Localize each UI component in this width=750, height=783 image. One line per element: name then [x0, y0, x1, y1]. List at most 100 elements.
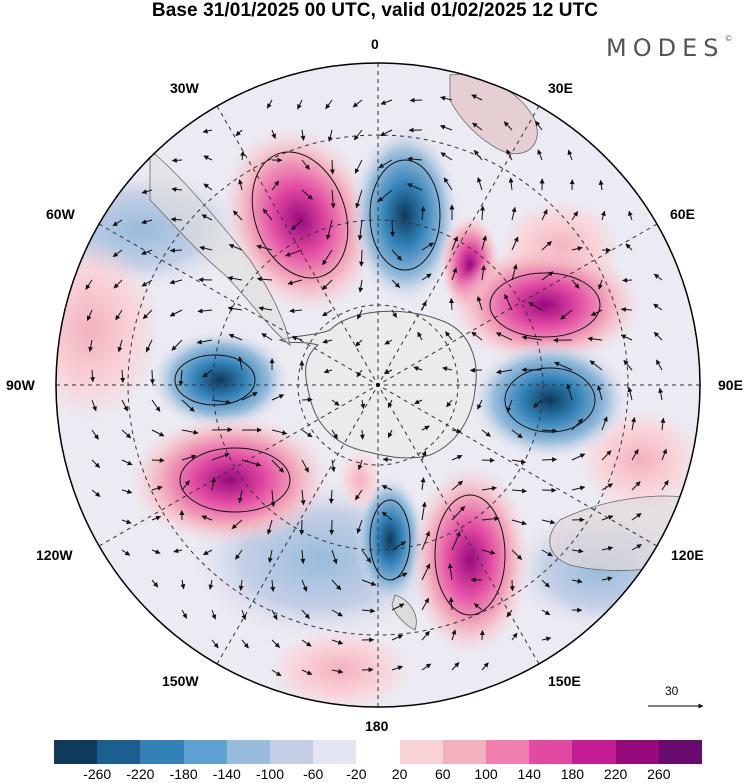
wind-arrow [655, 359, 663, 371]
wind-arrow [285, 249, 303, 257]
wind-arrow [533, 399, 543, 408]
wind-arrow [331, 399, 340, 406]
wind-arrow [451, 531, 461, 551]
wind-arrow [598, 179, 604, 191]
wind-arrow [660, 417, 666, 431]
wind-arrow [451, 662, 460, 671]
wind-arrow [481, 429, 491, 437]
wind-arrow [511, 519, 527, 526]
wind-arrow [541, 636, 552, 642]
wind-arrow [201, 515, 213, 521]
wind-arrow [598, 279, 603, 290]
colorbar-segment [572, 740, 616, 764]
wind-arrow [600, 210, 606, 221]
wind-arrow [181, 480, 190, 491]
wind-arrow [407, 183, 423, 191]
wind-arrow [446, 399, 453, 408]
wind-arrow [511, 206, 517, 221]
wind-arrow [112, 249, 123, 258]
wind-arrow [169, 279, 183, 285]
wind-arrow [121, 489, 133, 494]
reference-vector-value: 30 [665, 684, 679, 698]
wind-arrow [421, 663, 432, 671]
wind-arrow [541, 209, 548, 221]
wind-arrow [421, 630, 430, 641]
colorbar-segment [54, 740, 98, 764]
wind-arrow [113, 279, 123, 289]
wind-arrow [151, 399, 161, 412]
wind-arrow [301, 639, 312, 647]
wind-arrow [287, 279, 303, 286]
wind-arrow [235, 549, 243, 560]
wind-arrow [658, 387, 664, 401]
wind-arrow [300, 549, 306, 564]
wind-arrow [476, 177, 483, 191]
wind-arrow [420, 477, 426, 491]
wind-arrow [235, 129, 243, 137]
wind-arrow [141, 279, 153, 287]
wind-arrow [480, 205, 486, 221]
wind-arrow [241, 459, 262, 467]
wind-arrow [271, 129, 277, 139]
wind-arrow [471, 94, 483, 101]
wind-arrow [227, 275, 243, 281]
wind-arrow [379, 129, 393, 137]
wind-arrow [151, 549, 161, 554]
wind-arrow [620, 334, 633, 341]
wind-arrow [141, 189, 153, 195]
wind-arrow [506, 149, 513, 161]
wind-arrow [201, 214, 213, 221]
wind-arrow [380, 99, 393, 105]
wind-arrow [301, 579, 308, 592]
wind-arrow [171, 186, 183, 192]
wind-arrow [417, 331, 423, 341]
wind-arrow [354, 489, 363, 501]
wind-arrow [211, 452, 230, 461]
wind-arrow [601, 576, 613, 582]
wind-arrow [173, 548, 183, 554]
wind-arrow [325, 99, 333, 110]
wind-arrow [197, 308, 213, 314]
wind-arrow [472, 122, 483, 131]
wind-arrow [331, 639, 344, 645]
wind-arrow [359, 429, 365, 440]
wind-arrow [541, 241, 552, 251]
wind-arrow [271, 609, 278, 621]
wind-arrow [241, 392, 258, 401]
wind-arrow [571, 453, 586, 461]
wind-arrow [301, 669, 313, 675]
wind-arrow [451, 236, 458, 251]
wind-arrow [391, 634, 404, 641]
wind-arrow [121, 549, 131, 556]
wind-arrow [541, 428, 558, 434]
wind-arrow [181, 429, 199, 435]
colorbar-tick-label: 60 [435, 766, 451, 782]
wind-arrow [381, 485, 393, 491]
wind-arrow [115, 309, 123, 321]
wind-arrow [661, 479, 669, 491]
wind-arrow [381, 511, 393, 521]
south-america-coastline [149, 149, 291, 346]
wind-arrow [541, 519, 556, 525]
wind-arrow [357, 309, 363, 320]
wind-arrow [196, 339, 213, 345]
wind-arrow [506, 609, 513, 618]
wind-arrow [560, 309, 573, 320]
wind-arrow [421, 450, 427, 461]
wind-arrow [661, 448, 667, 461]
wind-arrow [301, 429, 313, 438]
wind-arrow [440, 152, 453, 161]
colorbar-tick-label: -260 [83, 766, 112, 782]
wind-arrow [653, 331, 663, 341]
wind-arrow [623, 359, 633, 371]
wind-arrow [208, 579, 214, 590]
lon-label-60e: 60E [670, 206, 695, 222]
brand-text: MODES [606, 34, 725, 62]
wind-arrow [301, 159, 310, 170]
wind-arrow [479, 630, 485, 641]
wind-arrow [421, 597, 430, 611]
colorbar [54, 740, 703, 764]
colorbar-segment [658, 740, 703, 764]
wind-arrow [409, 97, 423, 103]
wind-arrow [238, 579, 244, 591]
